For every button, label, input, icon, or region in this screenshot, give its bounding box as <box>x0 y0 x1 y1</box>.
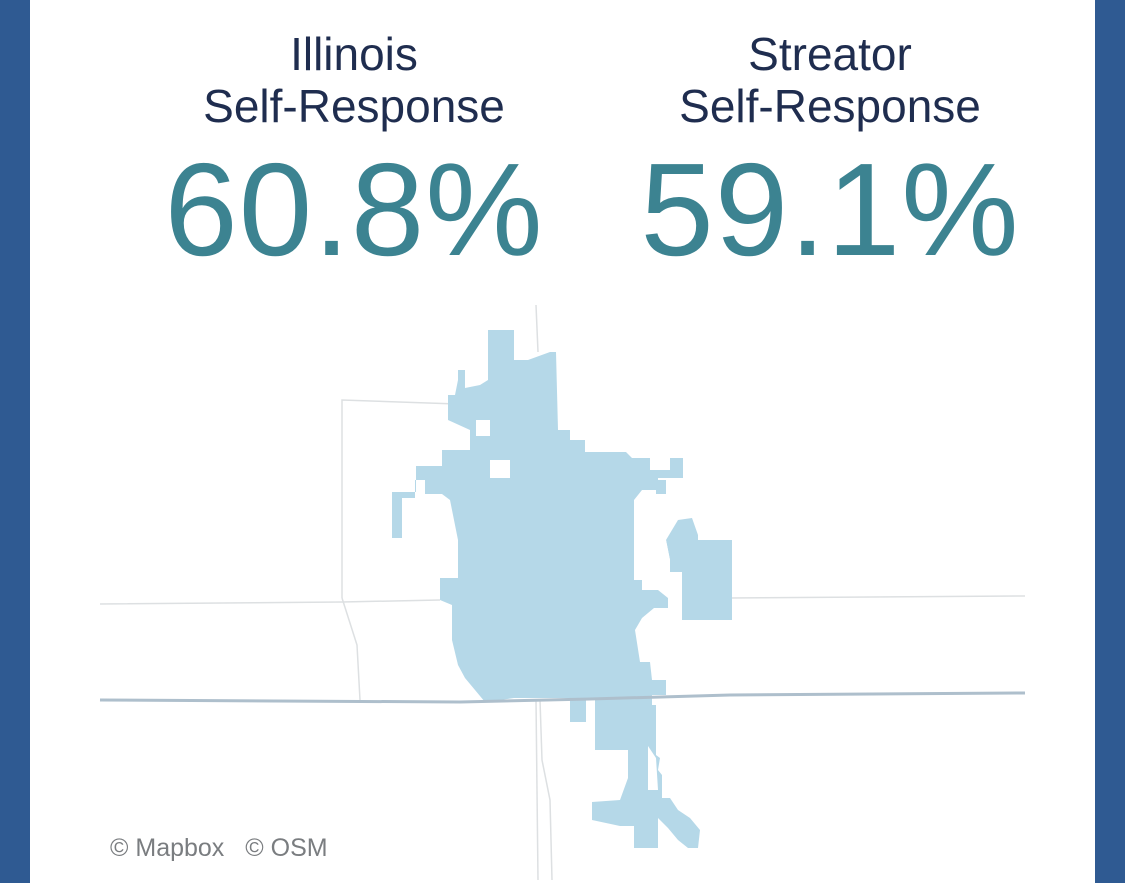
streator-label-line1: Streator <box>748 28 912 80</box>
city-boundary <box>392 330 700 848</box>
road-east-horizontal <box>729 595 1026 599</box>
boundary-gaps <box>476 420 670 790</box>
illinois-self-response-value: 60.8% <box>164 136 544 283</box>
streator-label-line2: Self-Response <box>679 80 981 132</box>
illinois-stat: Illinois Self-Response 60.8% <box>134 28 574 280</box>
road-north-vertical <box>535 304 539 353</box>
osm-attribution-link[interactable]: © OSM <box>245 834 328 862</box>
illinois-label-line1: Illinois <box>290 28 418 80</box>
streator-stat: Streator Self-Response 59.1% <box>610 28 1050 280</box>
road-west-diagonal <box>341 597 361 701</box>
streator-self-response-value: 59.1% <box>640 136 1020 283</box>
mapbox-attribution-link[interactable]: © Mapbox <box>110 834 225 862</box>
city-boundary-ne-notch <box>656 480 666 494</box>
road-south-vertical-a <box>539 699 553 881</box>
streator-stat-label: Streator Self-Response <box>610 28 1050 132</box>
illinois-stat-label: Illinois Self-Response <box>134 28 574 132</box>
city-boundary-east-annex <box>666 518 732 620</box>
highway-east-west <box>99 691 1026 704</box>
city-boundary-west-patch <box>444 466 470 490</box>
major-roads <box>99 691 1026 704</box>
map-attribution: © Mapbox © OSM <box>110 834 328 863</box>
dashboard-panel: Illinois Self-Response 60.8% Streator Se… <box>30 0 1095 883</box>
streator-map[interactable] <box>30 0 1095 883</box>
road-west-horizontal <box>99 599 441 605</box>
road-north-west-loop <box>341 399 458 598</box>
road-south-vertical-b <box>535 699 539 881</box>
minor-roads <box>99 304 1026 881</box>
illinois-label-line2: Self-Response <box>203 80 505 132</box>
